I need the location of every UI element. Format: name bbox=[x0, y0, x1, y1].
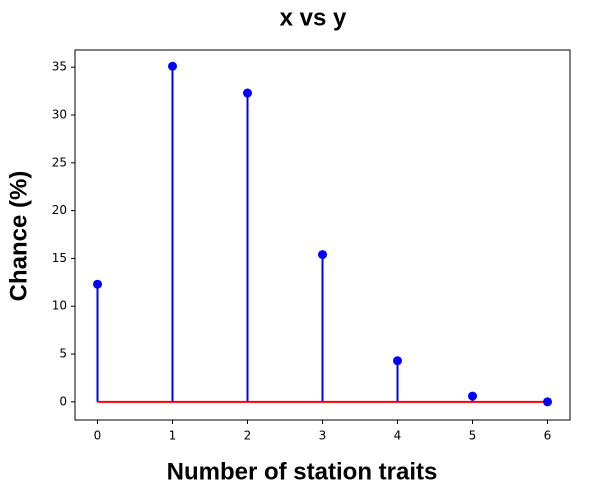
stem-marker bbox=[168, 61, 177, 71]
y-tick-label: 5 bbox=[59, 347, 67, 361]
y-tick-label: 0 bbox=[59, 394, 67, 408]
stem-marker bbox=[393, 356, 402, 366]
x-axis-label: Number of station traits bbox=[167, 458, 438, 485]
x-tick-label: 4 bbox=[394, 429, 402, 443]
y-axis-label: Chance (%) bbox=[5, 171, 32, 302]
stem-marker bbox=[468, 391, 477, 401]
x-tick-label: 1 bbox=[169, 429, 177, 443]
y-tick-label: 25 bbox=[52, 155, 67, 169]
x-tick-label: 0 bbox=[94, 429, 102, 443]
stem-marker bbox=[543, 397, 552, 407]
stem-marker bbox=[243, 88, 252, 98]
stem-marker bbox=[318, 250, 327, 260]
y-tick-label: 20 bbox=[52, 203, 67, 217]
y-tick-label: 30 bbox=[52, 108, 67, 122]
x-tick-label: 3 bbox=[319, 429, 327, 443]
y-tick-label: 35 bbox=[52, 60, 67, 74]
chart-title: x vs y bbox=[280, 4, 347, 31]
stem-marker bbox=[93, 279, 102, 289]
x-tick-label: 5 bbox=[469, 429, 477, 443]
y-tick-label: 15 bbox=[52, 251, 67, 265]
y-tick-label: 10 bbox=[52, 299, 67, 313]
x-tick-label: 6 bbox=[544, 429, 552, 443]
x-tick-label: 2 bbox=[244, 429, 252, 443]
